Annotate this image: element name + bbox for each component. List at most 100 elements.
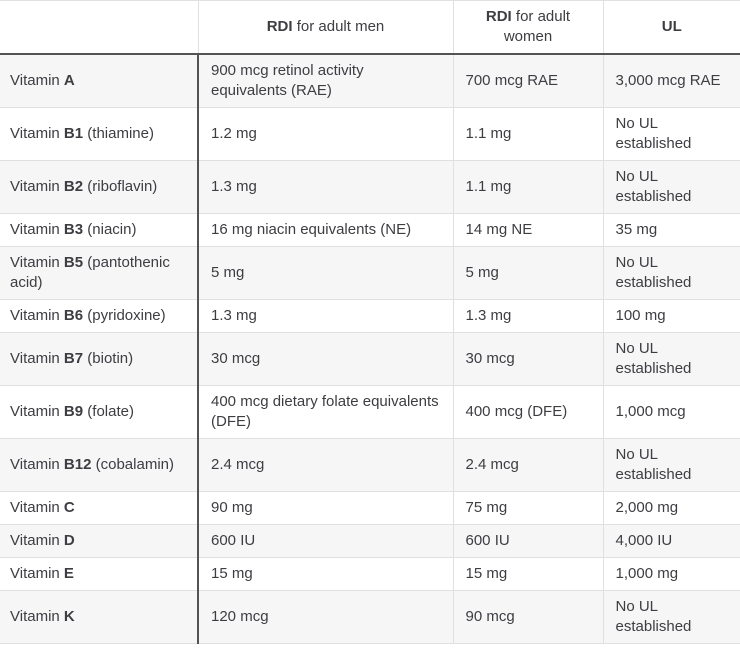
rdi-men-cell: 5 mg — [197, 246, 453, 300]
table-body: Vitamin A 900 mcg retinol activity equiv… — [0, 54, 740, 644]
vitamin-prefix: Vitamin — [10, 499, 60, 516]
rdi-men-cell: 1.2 mg — [197, 107, 453, 161]
header-ul-cell: UL — [602, 0, 740, 55]
vitamin-name-cell: Vitamin B12 (cobalamin) — [0, 438, 199, 492]
vitamin-prefix: Vitamin — [10, 254, 60, 271]
header-row: RDI for adult men RDI for adult women UL — [0, 0, 740, 55]
vitamin-name-cell: Vitamin B3 (niacin) — [0, 213, 199, 247]
vitamin-code: B7 — [63, 350, 84, 367]
header-rdi-men-label: for adult men — [292, 18, 385, 35]
table-row: Vitamin D 600 IU 600 IU 4,000 IU — [0, 524, 740, 558]
vitamin-name-cell: Vitamin B9 (folate) — [0, 385, 199, 439]
rdi-women-cell: 90 mcg — [452, 590, 603, 644]
rdi-women-cell: 5 mg — [452, 246, 603, 300]
rdi-women-cell: 14 mg NE — [452, 213, 603, 247]
table-row: Vitamin B12 (cobalamin) 2.4 mcg 2.4 mcg … — [0, 438, 740, 492]
rdi-women-cell: 2.4 mcg — [452, 438, 603, 492]
header-rdi-women-label: for adult women — [503, 8, 571, 45]
table-row: Vitamin B3 (niacin) 16 mg niacin equival… — [0, 213, 740, 247]
table-row: Vitamin B1 (thiamine) 1.2 mg 1.1 mg No U… — [0, 107, 740, 161]
vitamin-prefix: Vitamin — [10, 125, 60, 142]
rdi-women-cell: 700 mcg RAE — [452, 54, 603, 108]
table-row: Vitamin C 90 mg 75 mg 2,000 mg — [0, 491, 740, 525]
vitamin-note: (pyridoxine) — [87, 307, 166, 324]
vitamin-prefix: Vitamin — [10, 350, 60, 367]
vitamin-name-cell: Vitamin D — [0, 524, 199, 558]
rdi-men-cell: 2.4 mcg — [197, 438, 453, 492]
rdi-men-cell: 900 mcg retinol activity equivalents (RA… — [197, 54, 453, 108]
ul-cell: 100 mg — [602, 299, 740, 333]
vitamin-note: (cobalamin) — [95, 456, 174, 473]
rdi-men-cell: 30 mcg — [197, 332, 453, 386]
header-rdi-men-cell: RDI for adult men — [197, 0, 453, 55]
header-vitamin-cell — [0, 0, 198, 55]
vitamin-code: B3 — [63, 221, 84, 238]
header-rdi-men-acronym: RDI — [266, 18, 293, 35]
ul-cell: 3,000 mcg RAE — [602, 54, 740, 108]
table-row: Vitamin B7 (biotin) 30 mcg 30 mcg No UL … — [0, 332, 740, 386]
ul-cell: 1,000 mg — [602, 557, 740, 591]
rdi-men-cell: 16 mg niacin equivalents (NE) — [197, 213, 453, 247]
vitamin-name-cell: Vitamin E — [0, 557, 199, 591]
rdi-men-cell: 1.3 mg — [197, 299, 453, 333]
table-row: Vitamin B5 (pantothenic acid) 5 mg 5 mg … — [0, 246, 740, 300]
vitamin-code: C — [63, 499, 75, 516]
rdi-women-cell: 1.1 mg — [452, 160, 603, 214]
vitamin-note: (riboflavin) — [87, 178, 158, 195]
vitamin-note: (niacin) — [87, 221, 137, 238]
vitamin-prefix: Vitamin — [10, 532, 60, 549]
ul-cell: 2,000 mg — [602, 491, 740, 525]
vitamin-name-cell: Vitamin B5 (pantothenic acid) — [0, 246, 199, 300]
vitamin-name-cell: Vitamin C — [0, 491, 199, 525]
ul-cell: No UL established — [602, 107, 740, 161]
vitamin-code: A — [63, 72, 75, 89]
rdi-men-cell: 600 IU — [197, 524, 453, 558]
vitamin-prefix: Vitamin — [10, 72, 60, 89]
vitamin-note: (biotin) — [87, 350, 134, 367]
vitamin-prefix: Vitamin — [10, 403, 60, 420]
vitamin-name-cell: Vitamin B1 (thiamine) — [0, 107, 199, 161]
table-row: Vitamin B2 (riboflavin) 1.3 mg 1.1 mg No… — [0, 160, 740, 214]
vitamin-note: (folate) — [87, 403, 134, 420]
rdi-women-cell: 30 mcg — [452, 332, 603, 386]
vitamin-code: B6 — [63, 307, 84, 324]
vitamin-code: E — [63, 565, 74, 582]
rdi-women-cell: 1.3 mg — [452, 299, 603, 333]
table-row: Vitamin B6 (pyridoxine) 1.3 mg 1.3 mg 10… — [0, 299, 740, 333]
vitamin-name-cell: Vitamin K — [0, 590, 199, 644]
vitamin-prefix: Vitamin — [10, 178, 60, 195]
vitamin-prefix: Vitamin — [10, 565, 60, 582]
vitamin-code: B2 — [63, 178, 84, 195]
rdi-women-cell: 75 mg — [452, 491, 603, 525]
vitamin-code: D — [63, 532, 75, 549]
vitamin-code: K — [63, 608, 75, 625]
rdi-men-cell: 400 mcg dietary folate equivalents (DFE) — [197, 385, 453, 439]
table-row: Vitamin A 900 mcg retinol activity equiv… — [0, 54, 740, 108]
ul-cell: 4,000 IU — [602, 524, 740, 558]
vitamin-prefix: Vitamin — [10, 456, 60, 473]
vitamin-code: B1 — [63, 125, 84, 142]
vitamin-code: B12 — [63, 456, 92, 473]
rdi-women-cell: 400 mcg (DFE) — [452, 385, 603, 439]
vitamin-name-cell: Vitamin A — [0, 54, 199, 108]
header-rdi-women-acronym: RDI — [485, 8, 512, 25]
vitamin-name-cell: Vitamin B2 (riboflavin) — [0, 160, 199, 214]
vitamin-code: B5 — [63, 254, 84, 271]
ul-cell: No UL established — [602, 246, 740, 300]
ul-cell: 1,000 mcg — [602, 385, 740, 439]
vitamin-name-cell: Vitamin B6 (pyridoxine) — [0, 299, 199, 333]
rdi-men-cell: 15 mg — [197, 557, 453, 591]
ul-cell: No UL established — [602, 160, 740, 214]
vitamin-note: (pantothenic acid) — [10, 254, 170, 291]
vitamin-code: B9 — [63, 403, 84, 420]
rdi-men-cell: 120 mcg — [197, 590, 453, 644]
header-rdi-women-cell: RDI for adult women — [452, 0, 603, 55]
header-ul-acronym: UL — [661, 18, 682, 35]
table-row: Vitamin B9 (folate) 400 mcg dietary fola… — [0, 385, 740, 439]
ul-cell: No UL established — [602, 332, 740, 386]
table-row: Vitamin E 15 mg 15 mg 1,000 mg — [0, 557, 740, 591]
rdi-men-cell: 90 mg — [197, 491, 453, 525]
rdi-women-cell: 15 mg — [452, 557, 603, 591]
ul-cell: 35 mg — [602, 213, 740, 247]
